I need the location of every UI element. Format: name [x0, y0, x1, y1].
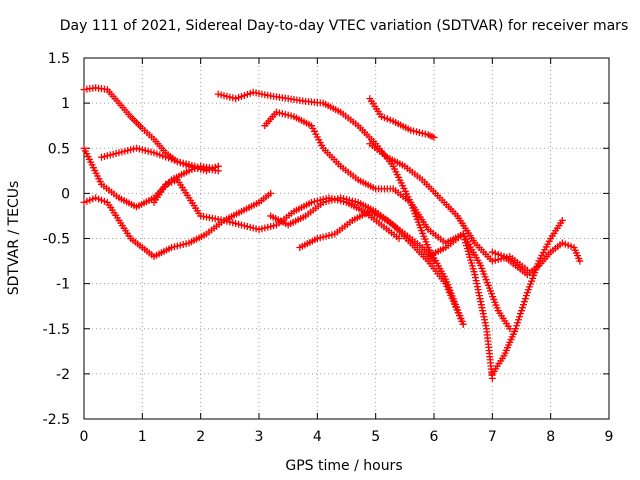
data-point — [558, 216, 566, 224]
data-point — [517, 310, 525, 318]
x-tick-label: 7 — [488, 429, 497, 445]
data-point — [519, 301, 527, 309]
data-point — [515, 316, 523, 324]
grid — [84, 58, 609, 419]
y-tick-label: 1 — [61, 96, 70, 112]
data-point — [522, 292, 530, 300]
series-track-d — [98, 144, 222, 175]
data-point — [430, 133, 438, 141]
data-point — [512, 325, 520, 333]
y-tick-label: -2.5 — [43, 412, 70, 428]
series-track-e — [150, 176, 403, 242]
y-tick-label: -0.5 — [43, 232, 70, 248]
data-point — [518, 304, 526, 312]
data-series — [80, 84, 584, 382]
x-tick-label: 4 — [313, 429, 322, 445]
x-axis-label: GPS time / hours — [285, 458, 402, 474]
x-tick-label: 5 — [371, 429, 380, 445]
x-tick-label: 9 — [605, 429, 614, 445]
data-point — [514, 319, 522, 327]
series-track-n — [488, 239, 584, 279]
series-track-i — [296, 207, 438, 265]
data-point — [430, 257, 438, 265]
data-point — [513, 322, 521, 330]
data-point — [516, 313, 524, 321]
y-tick-label: 0.5 — [48, 141, 70, 157]
chart-title: Day 111 of 2021, Sidereal Day-to-day VTE… — [60, 18, 628, 34]
x-tick-label: 0 — [80, 429, 89, 445]
plot-frame — [83, 57, 610, 420]
y-axis-label: SDTVAR / TECUs — [6, 181, 22, 296]
x-tick-label: 1 — [138, 429, 147, 445]
series-track-l — [424, 230, 496, 382]
x-tick-label: 6 — [430, 429, 439, 445]
x-axis-ticks: 0 1 2 3 4 5 6 7 8 9 — [80, 58, 614, 445]
series-track-h — [267, 194, 467, 328]
data-point — [520, 298, 528, 306]
y-tick-label: -1.5 — [43, 322, 70, 338]
x-tick-label: 8 — [546, 429, 555, 445]
y-axis-ticks: 1.5 1 0.5 0 -0.5 -1 -1.5 -2 -2.5 — [43, 51, 609, 428]
series-track-j — [366, 95, 438, 141]
data-point — [459, 320, 467, 328]
data-point — [506, 325, 514, 333]
series-track-g — [261, 108, 514, 333]
data-point — [576, 257, 584, 265]
data-point — [267, 189, 275, 197]
series-track-f — [214, 88, 467, 328]
data-point — [521, 295, 529, 303]
data-point — [518, 307, 525, 315]
data-point — [395, 235, 403, 242]
y-tick-label: -2 — [56, 367, 70, 383]
series-track-m — [488, 216, 566, 378]
series-track-b — [80, 189, 275, 261]
data-point — [214, 162, 222, 170]
x-tick-label: 3 — [255, 429, 264, 445]
y-tick-label: 0 — [61, 186, 70, 202]
series-track-k — [366, 140, 531, 274]
x-tick-label: 2 — [196, 429, 205, 445]
y-tick-label: 1.5 — [48, 51, 70, 67]
series-track-c — [80, 84, 222, 175]
y-tick-label: -1 — [56, 277, 70, 293]
